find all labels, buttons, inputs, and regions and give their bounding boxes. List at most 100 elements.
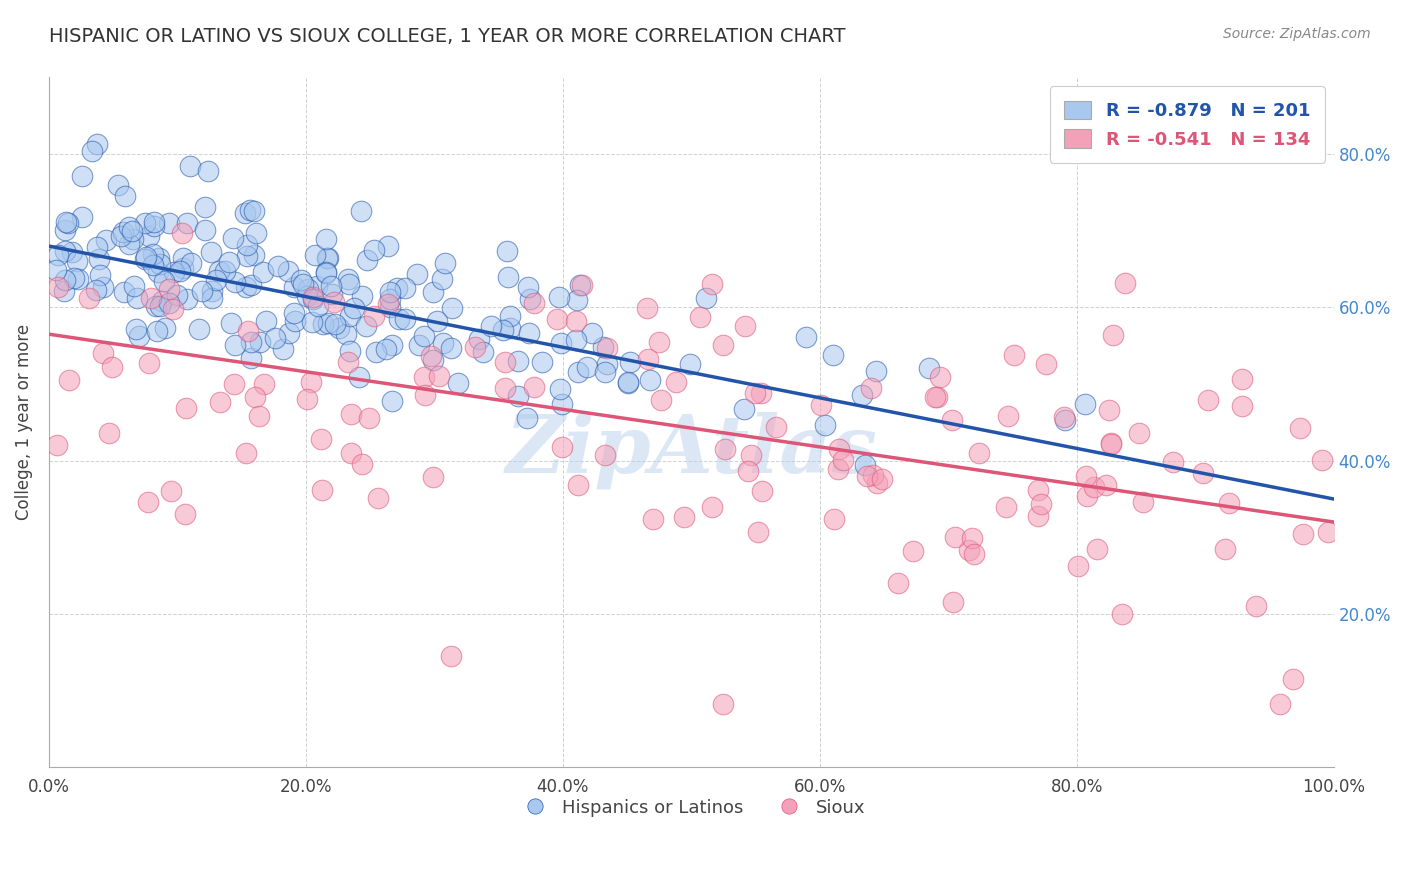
Point	[571, 277, 593, 292]
Point	[180, 256, 202, 270]
Point	[1213, 541, 1236, 556]
Point	[1094, 477, 1116, 491]
Point	[422, 353, 444, 368]
Point	[145, 324, 167, 338]
Point	[638, 373, 661, 387]
Point	[162, 302, 184, 317]
Point	[97, 426, 120, 441]
Point	[734, 319, 756, 334]
Point	[315, 232, 337, 246]
Point	[86, 240, 108, 254]
Point	[367, 491, 389, 505]
Point	[1232, 400, 1254, 414]
Point	[498, 270, 520, 285]
Point	[385, 281, 408, 295]
Point	[378, 285, 401, 299]
Point	[550, 335, 572, 350]
Point	[247, 409, 270, 423]
Point	[1128, 425, 1150, 440]
Point	[70, 169, 93, 183]
Point	[1132, 495, 1154, 509]
Point	[86, 137, 108, 152]
Point	[319, 279, 342, 293]
Point	[420, 349, 443, 363]
Point	[340, 446, 363, 460]
Point	[150, 294, 173, 309]
Point	[519, 293, 541, 307]
Point	[188, 322, 211, 336]
Point	[1282, 672, 1305, 686]
Point	[219, 316, 242, 330]
Point	[347, 370, 370, 384]
Point	[166, 287, 188, 301]
Point	[744, 386, 766, 401]
Point	[243, 390, 266, 404]
Point	[394, 281, 416, 295]
Point	[499, 321, 522, 335]
Point	[45, 262, 67, 277]
Point	[548, 382, 571, 396]
Point	[169, 263, 191, 277]
Point	[957, 543, 980, 558]
Point	[546, 311, 568, 326]
Point	[1053, 410, 1076, 425]
Point	[901, 543, 924, 558]
Point	[204, 273, 226, 287]
Point	[432, 336, 454, 351]
Point	[479, 319, 502, 334]
Point	[408, 337, 430, 351]
Point	[153, 321, 176, 335]
Text: HISPANIC OR LATINO VS SIOUX COLLEGE, 1 YEAR OR MORE CORRELATION CHART: HISPANIC OR LATINO VS SIOUX COLLEGE, 1 Y…	[49, 27, 846, 45]
Point	[1083, 480, 1105, 494]
Point	[617, 375, 640, 389]
Point	[1054, 413, 1077, 427]
Point	[619, 355, 641, 369]
Point	[200, 244, 222, 259]
Point	[969, 445, 991, 459]
Point	[551, 440, 574, 454]
Point	[70, 211, 93, 225]
Y-axis label: College, 1 year or more: College, 1 year or more	[15, 325, 32, 520]
Point	[297, 282, 319, 296]
Point	[339, 309, 361, 323]
Point	[304, 248, 326, 262]
Point	[794, 330, 817, 344]
Point	[593, 448, 616, 462]
Point	[440, 301, 463, 315]
Point	[66, 271, 89, 285]
Point	[316, 316, 339, 330]
Point	[339, 343, 361, 358]
Point	[350, 203, 373, 218]
Point	[125, 292, 148, 306]
Point	[464, 340, 486, 354]
Point	[218, 254, 240, 268]
Point	[309, 432, 332, 446]
Point	[315, 266, 337, 280]
Point	[737, 464, 759, 478]
Point	[245, 226, 267, 240]
Point	[595, 365, 617, 379]
Point	[547, 290, 569, 304]
Point	[235, 446, 257, 460]
Point	[596, 341, 619, 355]
Point	[1232, 372, 1254, 386]
Point	[363, 310, 385, 324]
Point	[149, 257, 172, 271]
Point	[650, 393, 672, 408]
Point	[860, 381, 883, 395]
Point	[1035, 357, 1057, 371]
Point	[506, 389, 529, 403]
Point	[142, 259, 165, 273]
Point	[918, 361, 941, 376]
Point	[312, 317, 335, 331]
Point	[53, 223, 76, 237]
Point	[1197, 393, 1219, 408]
Point	[222, 376, 245, 391]
Point	[201, 284, 224, 298]
Point	[695, 291, 717, 305]
Point	[55, 273, 77, 287]
Point	[363, 244, 385, 258]
Point	[924, 391, 946, 405]
Point	[1066, 559, 1088, 574]
Point	[190, 285, 212, 299]
